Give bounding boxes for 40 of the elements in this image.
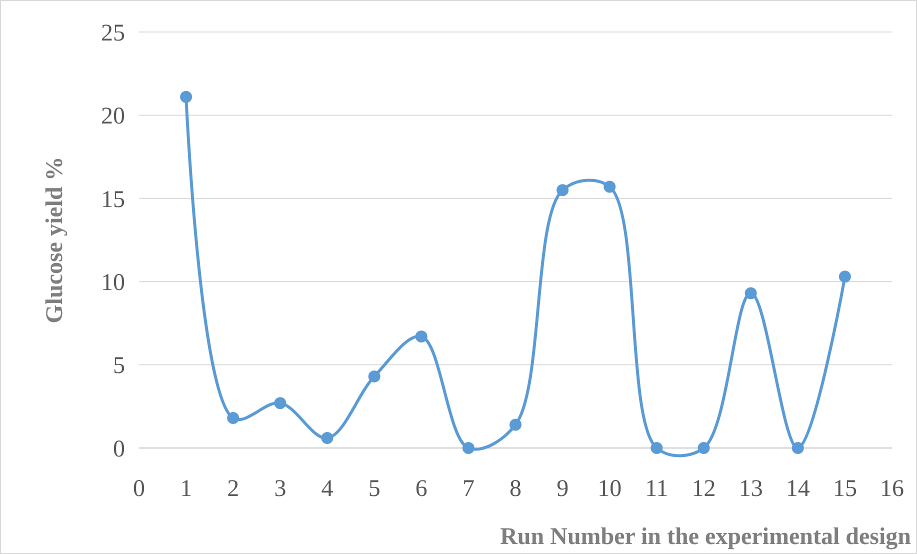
x-tick-label: 7 [462, 476, 474, 502]
x-tick-label: 9 [556, 476, 569, 502]
point [744, 287, 757, 300]
x-tick-label: 4 [321, 476, 334, 502]
x-tick-label: 14 [786, 476, 810, 502]
point [321, 432, 334, 444]
point [415, 330, 428, 343]
y-tick-label: 25 [101, 20, 125, 46]
point [838, 270, 851, 283]
y-tick-label: 15 [101, 186, 125, 213]
x-tick-label: 10 [598, 476, 622, 502]
x-axis-title: Run Number in the experimental design [500, 524, 911, 550]
point [698, 442, 710, 454]
x-tick-label: 16 [880, 476, 904, 502]
point [556, 184, 569, 196]
x-tick-label: 5 [368, 476, 380, 502]
y-tick-label: 0 [113, 436, 125, 462]
x-tick-label: 8 [510, 476, 522, 502]
point [227, 412, 240, 424]
point [510, 418, 522, 431]
point [274, 397, 286, 410]
point [462, 442, 474, 454]
point [180, 90, 192, 103]
x-tick-label: 13 [738, 476, 763, 502]
x-tick-label: 12 [692, 476, 716, 502]
y-tick-label: 20 [101, 104, 125, 130]
x-tick-label: 11 [645, 476, 668, 502]
x-tick-label: 0 [133, 476, 145, 502]
x-tick-label: 3 [274, 476, 286, 502]
x-tick-label: 2 [227, 476, 240, 502]
y-tick-label: 5 [113, 353, 125, 380]
point [604, 180, 616, 193]
y-tick-label: 10 [101, 270, 125, 296]
point [792, 442, 804, 454]
x-tick-label: 6 [415, 476, 428, 502]
x-tick-label: 1 [180, 476, 192, 502]
x-tick-label: 15 [832, 476, 857, 502]
y-axis-title: Glucose yield % [42, 156, 68, 324]
point [368, 370, 380, 382]
point [650, 442, 663, 454]
